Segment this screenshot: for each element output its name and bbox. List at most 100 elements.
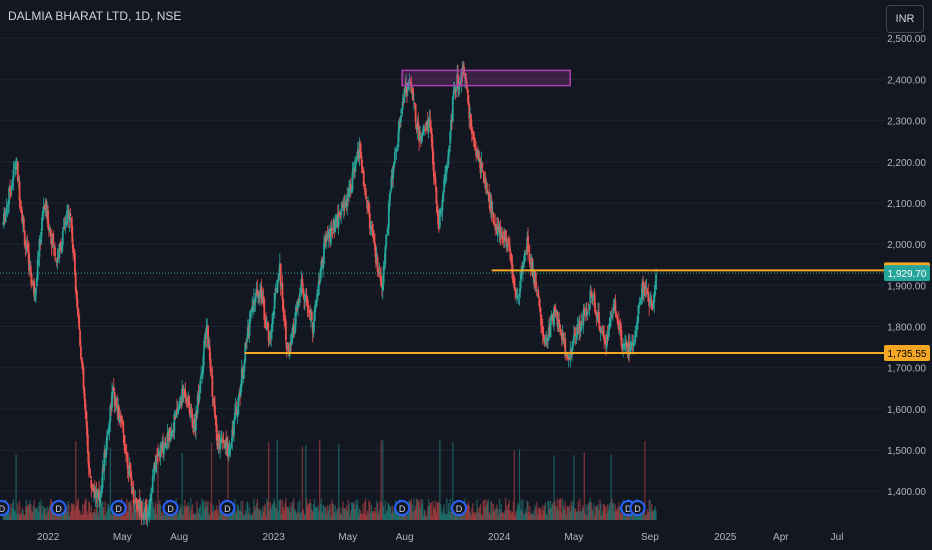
volume-bar bbox=[284, 502, 286, 520]
candle-body bbox=[504, 231, 507, 241]
volume-bar bbox=[439, 439, 441, 520]
dividend-marker-label: D bbox=[115, 504, 122, 514]
volume-bar bbox=[305, 445, 307, 520]
candle-body bbox=[307, 305, 310, 312]
volume-bar bbox=[177, 514, 179, 520]
candle-body bbox=[467, 95, 470, 105]
candle-body bbox=[295, 308, 298, 315]
volume-bar bbox=[573, 455, 575, 520]
candle-body bbox=[637, 304, 640, 314]
candle-body bbox=[252, 298, 255, 313]
volume-bar bbox=[290, 502, 292, 520]
candle-body bbox=[528, 250, 530, 252]
candle-body bbox=[531, 258, 534, 276]
volume-bar bbox=[640, 512, 643, 520]
candle-body bbox=[279, 263, 282, 287]
candle-body bbox=[29, 266, 32, 276]
candle-body bbox=[586, 311, 589, 315]
volume-bar bbox=[313, 498, 316, 520]
volume-bar bbox=[184, 507, 187, 520]
volume-bar bbox=[127, 511, 129, 520]
volume-bar bbox=[277, 511, 279, 520]
candle-body bbox=[173, 413, 176, 433]
candle-body bbox=[534, 273, 537, 288]
volume-bar bbox=[561, 512, 563, 520]
candle-body bbox=[296, 307, 299, 312]
volume-bar bbox=[238, 510, 240, 520]
candle-body bbox=[287, 344, 290, 354]
volume-bar bbox=[513, 450, 515, 520]
candle-body bbox=[527, 235, 529, 252]
volume-bar bbox=[447, 514, 449, 520]
candle-body bbox=[492, 212, 495, 224]
volume-bar bbox=[298, 511, 300, 520]
volume-bar bbox=[440, 504, 442, 520]
candle-body bbox=[150, 493, 152, 503]
candle-body bbox=[447, 150, 450, 165]
volume-bar bbox=[379, 501, 381, 520]
candle-body bbox=[559, 324, 561, 330]
volume-bar bbox=[154, 501, 157, 520]
candle-body bbox=[612, 303, 615, 314]
volume-bar bbox=[253, 498, 255, 520]
volume-bar bbox=[246, 501, 248, 520]
candle-body bbox=[229, 446, 232, 450]
volume-bar bbox=[36, 508, 38, 520]
volume-bar bbox=[257, 508, 259, 520]
candle-body bbox=[199, 379, 202, 394]
volume-bar bbox=[466, 504, 468, 520]
volume-bar bbox=[357, 499, 359, 520]
volume-bar bbox=[259, 510, 261, 520]
candle-body bbox=[16, 161, 19, 182]
volume-bar bbox=[550, 507, 553, 520]
candle-body bbox=[486, 189, 489, 194]
volume-bar bbox=[509, 510, 511, 520]
volume-bar bbox=[648, 499, 650, 520]
candle-body bbox=[86, 434, 89, 454]
candle-body bbox=[397, 131, 400, 147]
volume-bar bbox=[315, 506, 317, 520]
currency-button[interactable]: INR bbox=[886, 5, 924, 33]
candle-body bbox=[122, 421, 125, 434]
volume-bar bbox=[82, 514, 85, 520]
volume-bar bbox=[525, 512, 528, 520]
volume-bar bbox=[526, 500, 528, 520]
volume-bar bbox=[179, 504, 182, 520]
candle-body bbox=[331, 229, 334, 231]
candle-body bbox=[8, 187, 11, 204]
volume-bar bbox=[536, 501, 538, 520]
volume-bar bbox=[312, 504, 315, 520]
volume-bar bbox=[293, 498, 295, 520]
volume-bar bbox=[37, 511, 40, 520]
volume-bar bbox=[274, 506, 277, 520]
candle-body bbox=[470, 129, 473, 134]
volume-bar bbox=[438, 502, 440, 520]
volume-bar bbox=[502, 512, 504, 520]
candle-body bbox=[33, 281, 36, 297]
volume-bar bbox=[236, 504, 239, 520]
volume-bar bbox=[499, 509, 502, 520]
candle-body bbox=[327, 234, 330, 239]
candle-body bbox=[205, 327, 208, 339]
volume-bar bbox=[248, 507, 251, 520]
volume-bar bbox=[152, 507, 155, 520]
volume-bar bbox=[247, 503, 249, 520]
volume-bar bbox=[84, 499, 86, 520]
volume-bar bbox=[569, 511, 572, 520]
volume-bar bbox=[250, 514, 253, 520]
candle-body bbox=[82, 367, 85, 389]
candle-body bbox=[549, 322, 552, 338]
volume-bar bbox=[18, 500, 21, 520]
y-tick-label: 2,100.00 bbox=[887, 199, 926, 210]
candle-body bbox=[99, 498, 101, 504]
x-tick-label: Sep bbox=[641, 532, 659, 543]
volume-bar bbox=[429, 502, 432, 520]
volume-bar bbox=[647, 512, 649, 520]
candle-body bbox=[517, 296, 520, 299]
volume-bar bbox=[538, 507, 540, 520]
volume-bar bbox=[217, 515, 220, 520]
candle-body bbox=[133, 504, 136, 506]
volume-bar bbox=[176, 508, 178, 520]
candle-body bbox=[48, 226, 50, 231]
